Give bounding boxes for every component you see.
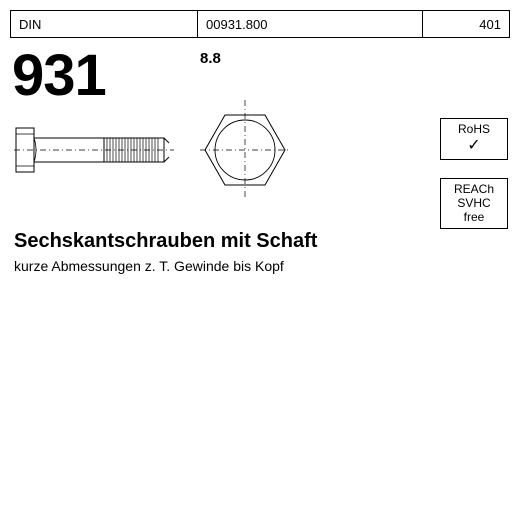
reach-line1: REACh: [443, 183, 505, 197]
strength-grade: 8.8: [200, 50, 221, 67]
reach-badge: REACh SVHC free: [440, 178, 508, 229]
spec-header: DIN 00931.800 401: [10, 10, 510, 38]
product-title: Sechskantschrauben mit Schaft: [14, 230, 317, 253]
reach-line2: SVHC: [443, 197, 505, 211]
rohs-badge: RoHS ✓: [440, 118, 508, 160]
din-number: 931: [12, 42, 106, 109]
hdr-standard: DIN: [11, 11, 198, 37]
check-icon: ✓: [443, 137, 505, 155]
hex-front-view: [200, 100, 290, 200]
hdr-variant: 401: [423, 11, 509, 37]
reach-line3: free: [443, 211, 505, 225]
product-subtitle: kurze Abmessungen z. T. Gewinde bis Kopf: [14, 258, 284, 274]
bolt-side-view: [14, 120, 174, 180]
hdr-code: 00931.800: [198, 11, 423, 37]
rohs-label: RoHS: [443, 123, 505, 137]
